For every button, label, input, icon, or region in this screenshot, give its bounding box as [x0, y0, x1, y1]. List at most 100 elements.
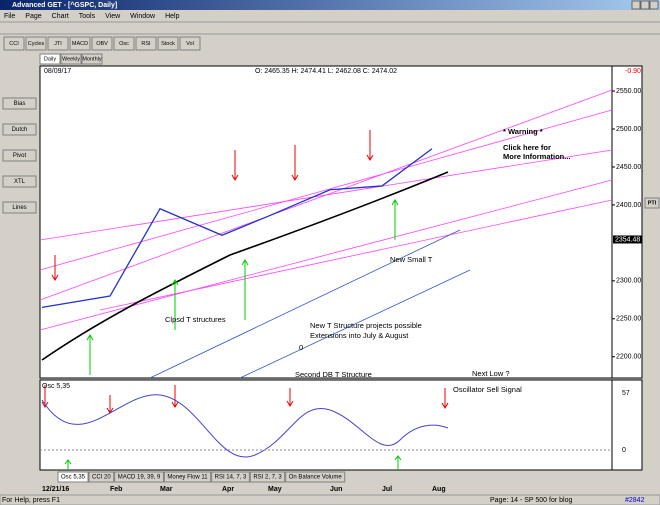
toolbar-button[interactable]	[91, 36, 113, 51]
toolbar-button[interactable]	[25, 36, 47, 51]
status-help: For Help, press F1	[2, 497, 60, 504]
oscillator-axis	[611, 379, 643, 471]
side-tool-label[interactable]: Bias	[14, 101, 26, 107]
side-tool-label[interactable]: Dutch	[12, 127, 28, 133]
indicator-tab-label[interactable]: Osc 5,35	[61, 475, 86, 481]
indicator-tab[interactable]	[285, 471, 346, 483]
indicator-tab-label[interactable]: Money Flow 11	[167, 475, 208, 481]
y-tick-label: 2300.00	[616, 278, 641, 285]
minimize[interactable]	[631, 0, 641, 10]
side-tool[interactable]	[2, 175, 37, 188]
ohlc: O: 2465.35 H: 2474.41 L: 2462.08 C: 2474…	[255, 68, 397, 75]
toolbar-button[interactable]	[47, 36, 69, 51]
status-count: #2842	[625, 497, 645, 504]
annotation: New T Structure projects possible	[310, 321, 422, 330]
toolbar-button[interactable]	[135, 36, 157, 51]
toolbar-label[interactable]: JTI	[54, 41, 62, 47]
period-label[interactable]: Weekly	[62, 56, 80, 62]
price-marker-label: 2354.48	[615, 236, 640, 243]
side-tool[interactable]	[2, 149, 37, 162]
menu-item[interactable]: Page	[25, 13, 41, 20]
indicator-tab-label[interactable]: On Balance Volume	[289, 475, 343, 481]
x-tick-label: 12/21/16	[42, 486, 69, 493]
indicator-tab[interactable]	[211, 471, 250, 483]
menu-item[interactable]: Chart	[52, 13, 69, 20]
side-tool[interactable]	[2, 97, 37, 110]
toolbar-label[interactable]: Cycles	[28, 41, 45, 47]
y-tick-label: 2450.00	[616, 164, 641, 171]
price-change: -0.90	[625, 68, 641, 75]
x-tick-label: May	[268, 486, 282, 493]
toolbar-label[interactable]: Stock	[161, 41, 175, 47]
right-tool-label[interactable]: PTI	[648, 200, 657, 206]
toolbar-button[interactable]	[3, 36, 25, 51]
toolbar-label[interactable]: Vol	[186, 41, 194, 47]
price-line	[41, 148, 433, 309]
toolbar-button[interactable]	[179, 36, 201, 51]
toolbar-button[interactable]	[157, 36, 179, 51]
indicator-tab-label[interactable]: MACD 19, 39, 9	[118, 475, 161, 481]
menu-item[interactable]: Tools	[79, 13, 96, 20]
side-tool-label[interactable]: Pivot	[13, 153, 27, 159]
right-tool[interactable]	[644, 197, 660, 209]
indicator-tab[interactable]	[163, 471, 212, 483]
window-title: Advanced GET - [^GSPC, Daily]	[12, 1, 117, 9]
toolbar-button[interactable]	[69, 36, 91, 51]
toolbar-button[interactable]	[113, 36, 135, 51]
indicator-tab[interactable]	[114, 471, 164, 483]
indicator-tab-label[interactable]: RSI 14, 7, 3	[215, 475, 247, 481]
toolbar-label[interactable]: CCI	[9, 41, 19, 47]
oscillator-name: Osc 5,35	[42, 383, 70, 390]
x-tick-label: Jun	[330, 486, 342, 493]
toolbar-label[interactable]: OBV	[96, 41, 108, 47]
menu-item[interactable]: View	[105, 13, 121, 20]
signal-arrows	[41, 130, 449, 470]
side-tool[interactable]	[2, 201, 37, 214]
annotation[interactable]: More Information...	[503, 152, 571, 161]
close[interactable]	[649, 0, 659, 10]
oscillator-axis-label: 57	[622, 390, 630, 397]
price-pane[interactable]	[39, 65, 613, 379]
side-tool-label[interactable]: XTL	[14, 179, 26, 185]
indicator-tab[interactable]	[249, 471, 286, 483]
annotation: Second DB T Structure	[295, 370, 372, 379]
y-tick-label: 2550.00	[616, 88, 641, 95]
period-tab[interactable]	[81, 53, 103, 65]
annotation[interactable]: * Warning *	[503, 127, 543, 136]
indicator-tab[interactable]	[88, 471, 115, 483]
period-tab[interactable]	[39, 53, 61, 65]
status-page: Page: 14 - SP 500 for blog	[490, 497, 572, 504]
side-tool-label[interactable]: Lines	[12, 205, 26, 211]
trend-lines	[149, 229, 471, 379]
chart-date: 08/09/17	[44, 68, 71, 75]
status-bar	[0, 494, 660, 505]
x-tick-label: Jul	[382, 486, 392, 493]
maximize[interactable]	[640, 0, 650, 10]
period-label[interactable]: Daily	[44, 56, 56, 62]
x-tick-label: Feb	[110, 486, 122, 493]
annotation: Extensions into July & August	[310, 331, 409, 340]
toolbar-label[interactable]: Osc	[119, 41, 129, 47]
x-tick-label: Apr	[222, 486, 234, 493]
toolbar-label[interactable]: RSI	[141, 41, 151, 47]
indicator-tab-label[interactable]: CCI 20	[92, 475, 111, 481]
oscillator-axis-label: 0	[622, 447, 626, 454]
price-axis	[611, 65, 643, 379]
annotation: Next Low ?	[472, 369, 510, 378]
menu-item[interactable]: File	[4, 13, 15, 20]
indicator-tab[interactable]	[57, 471, 89, 483]
annotation[interactable]: Click here for	[503, 143, 551, 152]
menu-item[interactable]: Help	[165, 13, 180, 20]
indicator-tab-label[interactable]: RSI 2, 7, 3	[253, 475, 282, 481]
window-buttons[interactable]	[631, 0, 659, 10]
side-tool[interactable]	[2, 123, 37, 136]
price-marker	[613, 235, 642, 244]
oscillator-line	[41, 394, 449, 458]
toolbar-label[interactable]: MACD	[72, 41, 88, 47]
period-tab[interactable]	[60, 53, 82, 65]
x-tick-label: Aug	[432, 486, 446, 493]
period-label[interactable]: Monthly	[82, 56, 102, 62]
oscillator-pane	[39, 379, 613, 471]
menu-item[interactable]: Window	[130, 13, 156, 20]
